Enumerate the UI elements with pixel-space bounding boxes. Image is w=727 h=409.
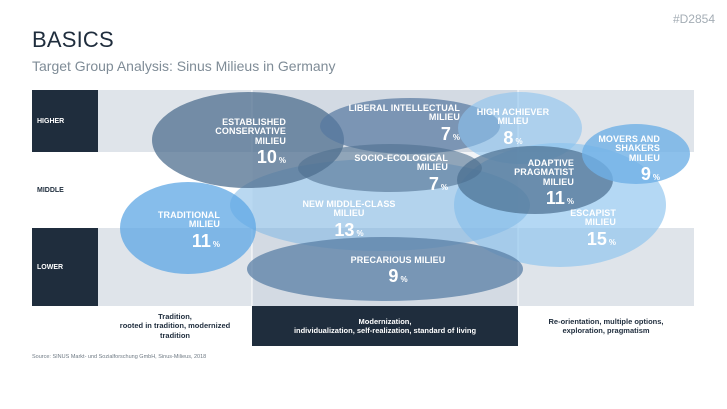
milieu-unit: % (515, 136, 523, 146)
milieu-name: SOCIO-ECOLOGICAL MILIEU (354, 153, 448, 173)
page-subtitle: Target Group Analysis: Sinus Milieus in … (32, 58, 336, 74)
milieu-adaptive-pragmatist: ADAPTIVE PRAGMATIST MILIEU 11% (480, 158, 574, 209)
milieu-name: ESCAPIST MILIEU (570, 208, 616, 228)
milieu-name: NEW MIDDLE-CLASS MILIEU (302, 199, 396, 219)
column-label-tradition: Tradition, rooted in tradition, moderniz… (98, 306, 252, 346)
milieu-unit: % (440, 182, 448, 192)
milieu-name: PRECARIOUS MILIEU (350, 255, 446, 265)
milieu-name: LIBERAL INTELLECTUAL MILIEU (348, 103, 460, 123)
milieu-socio-ecological: SOCIO-ECOLOGICAL MILIEU 7% (340, 153, 448, 195)
column-line: Re-orientation, multiple options, (548, 316, 664, 326)
row-label-lower: LOWER (32, 228, 98, 306)
milieu-value: 15 (586, 228, 607, 249)
milieu-value: 9 (388, 266, 399, 287)
slide-code: #D2854 (672, 12, 715, 26)
milieu-name: ESTABLISHED (222, 117, 286, 127)
milieu-value: 10 (256, 147, 277, 168)
milieu-value: 13 (334, 219, 355, 240)
milieu-name: TRADITIONAL MILIEU (157, 210, 220, 230)
milieu-traditional: TRADITIONAL MILIEU 11% (140, 210, 220, 252)
source-note: Source: SINUS Markt- und Sozialforschung… (32, 354, 207, 360)
milieu-liberal-intellectual: LIBERAL INTELLECTUAL MILIEU 7% (330, 103, 460, 145)
column-line: Modernization, (358, 316, 412, 326)
milieu-name: HIGH ACHIEVER MILIEU (476, 107, 550, 127)
milieu-unit: % (566, 197, 574, 207)
milieu-unit: % (452, 132, 460, 142)
column-line: exploration, pragmatism (562, 326, 650, 335)
blob-liberal-intellectual (320, 98, 500, 154)
blob-high-achiever (458, 92, 582, 164)
milieu-name: CONSERVATIVE MILIEU (215, 126, 286, 146)
column-line: rooted in tradition, modernized traditio… (119, 321, 231, 340)
milieu-value: 9 (640, 164, 651, 185)
milieu-escapist: ESCAPIST MILIEU 15% (548, 208, 616, 250)
milieu-name: SHAKERS MILIEU (615, 143, 660, 163)
milieu-new-middle-class: NEW MIDDLE-CLASS MILIEU 13% (294, 199, 404, 241)
milieu-value: 11 (191, 230, 211, 251)
row-label-higher: HIGHER (32, 90, 98, 152)
page-title: BASICS (32, 27, 114, 52)
milieu-value: 11 (545, 188, 565, 209)
milieu-name: MOVERS AND (598, 134, 660, 144)
milieu-movers-shakers: MOVERS AND SHAKERS MILIEU 9% (590, 134, 660, 185)
blob-traditional (120, 182, 256, 274)
milieu-value: 8 (503, 127, 514, 148)
column-label-reorientation: Re-orientation, multiple options, explor… (518, 306, 694, 346)
blob-adaptive-pragmatist (457, 146, 613, 214)
milieu-name: ADAPTIVE PRAGMATIST (514, 158, 574, 178)
milieu-unit: % (278, 156, 286, 166)
milieu-unit: % (356, 228, 364, 238)
milieu-value: 7 (440, 123, 451, 144)
column-label-modernization: Modernization, individualization, self-r… (252, 306, 518, 346)
milieu-unit: % (608, 237, 616, 247)
milieu-high-achiever: HIGH ACHIEVER MILIEU 8% (466, 107, 560, 149)
blob-movers-shakers (582, 124, 690, 184)
milieu-established: ESTABLISHED CONSERVATIVE MILIEU 10% (190, 117, 286, 168)
milieu-unit: % (652, 173, 660, 183)
milieu-name: MILIEU (542, 176, 574, 187)
milieu-value: 7 (428, 173, 439, 194)
milieu-precarious: PRECARIOUS MILIEU 9% (350, 255, 446, 287)
milieu-unit: % (212, 239, 220, 249)
row-label-middle: MIDDLE (32, 152, 98, 228)
milieu-unit: % (400, 275, 408, 285)
column-line: Tradition, (158, 311, 192, 321)
blob-precarious (247, 237, 523, 301)
column-line: individualization, self-realization, sta… (293, 326, 477, 335)
blob-socio-ecological (298, 144, 482, 192)
blob-established (152, 92, 344, 188)
